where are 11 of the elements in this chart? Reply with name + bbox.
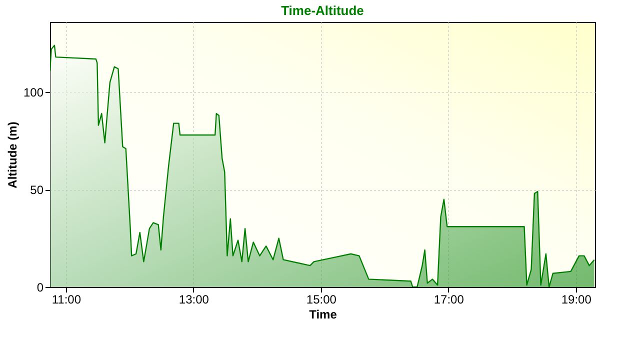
x-tick-label: 17:00 <box>434 292 464 306</box>
x-axis-title: Time <box>309 308 338 322</box>
y-tick-label: 100 <box>23 86 44 100</box>
chart-title: Time-Altitude <box>281 3 364 18</box>
x-tick-label: 13:00 <box>178 292 210 306</box>
y-axis-title: Altitude (m) <box>5 122 20 188</box>
x-tick-label: 15:00 <box>306 292 337 306</box>
x-tick-label: 11:00 <box>52 292 82 306</box>
y-tick-label: 50 <box>30 183 44 198</box>
y-tick-label: 0 <box>36 280 44 294</box>
x-tick-label: 19:00 <box>561 292 592 306</box>
